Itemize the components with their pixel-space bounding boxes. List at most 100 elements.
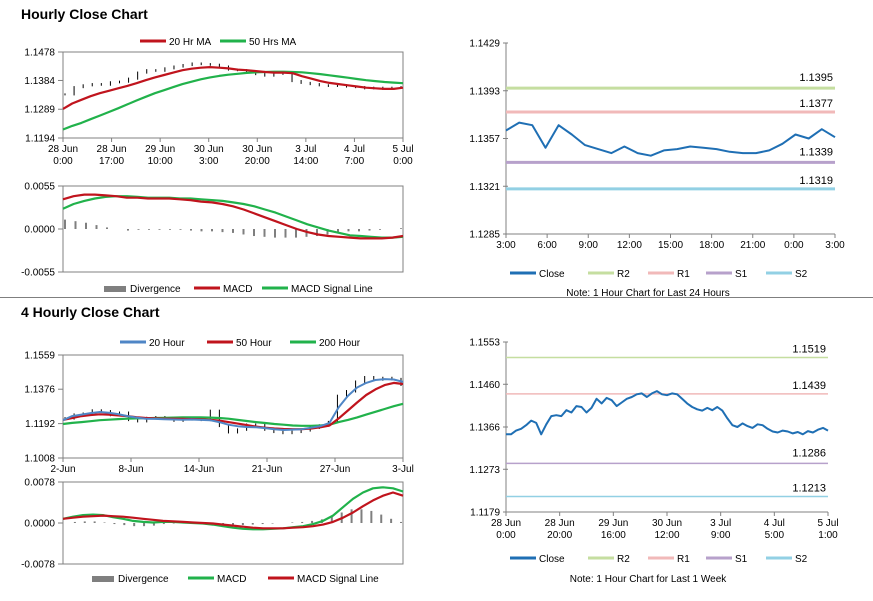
x-tick-label: 15:00 [658, 240, 683, 251]
legend-label: Divergence [118, 574, 169, 585]
y-tick-label: 1.1289 [24, 105, 55, 116]
x-tick-label: 9:00 [579, 240, 599, 251]
ma50-line [62, 381, 404, 431]
ma20-line [62, 378, 404, 431]
x-tick-label: 28 Jun [97, 144, 127, 155]
legend-label: S1 [735, 554, 748, 565]
x-tick-label: 0:00 [496, 530, 516, 541]
x-tick-label: 0:00 [53, 156, 73, 167]
x-tick-label: 17:00 [99, 156, 124, 167]
x-tick-label: 3:00 [199, 156, 219, 167]
pivot-level-label: 1.1519 [792, 343, 826, 355]
x-tick-label: 0:00 [393, 156, 413, 167]
x-tick-label: 14:00 [293, 156, 318, 167]
x-tick-label: 16:00 [601, 530, 626, 541]
y-tick-label: 1.1376 [24, 385, 55, 396]
y-tick-label: 1.1429 [469, 39, 500, 50]
y-tick-label: 1.1559 [24, 351, 55, 362]
x-tick-label: 12:00 [617, 240, 642, 251]
legend-label: 50 Hour [236, 338, 272, 349]
y-tick-label: 1.1285 [469, 230, 500, 241]
pivot-level-label: 1.1377 [799, 98, 833, 110]
x-tick-label: 5 Jul [392, 144, 413, 155]
y-tick-label: 1.1192 [25, 419, 55, 430]
y-tick-label: 1.1460 [469, 380, 500, 391]
y-tick-label: 1.1384 [24, 76, 55, 87]
legend-label: R2 [617, 269, 630, 280]
legend-label: MACD Signal Line [297, 574, 379, 585]
pivot-level-label: 1.1395 [799, 72, 833, 84]
y-tick-label: 1.1194 [25, 134, 55, 145]
section-separator [0, 297, 873, 298]
y-tick-label: 0.0000 [24, 519, 55, 530]
x-tick-label: 9:00 [711, 530, 731, 541]
legend-label: 50 Hrs MA [249, 37, 297, 48]
legend-label: S1 [735, 269, 748, 280]
legend-label: MACD [217, 574, 246, 585]
x-tick-label: 3-Jul [392, 464, 414, 475]
x-tick-label: 7:00 [345, 156, 365, 167]
legend-swatch [92, 576, 114, 582]
y-tick-label: 0.0000 [24, 225, 55, 236]
close-line [505, 121, 836, 157]
x-tick-label: 4 Jul [344, 144, 365, 155]
y-tick-label: 1.1366 [469, 423, 500, 434]
y-tick-label: 0.0055 [24, 182, 55, 193]
legend-label: S2 [795, 554, 808, 565]
ma20-line [62, 65, 404, 110]
x-tick-label: 3 Jul [710, 518, 731, 529]
legend-label: 200 Hour [319, 338, 361, 349]
macd-line [62, 193, 404, 240]
pivot-level-label: 1.1339 [799, 146, 833, 158]
close-line [506, 390, 829, 436]
pivot-level-label: 1.1319 [799, 175, 833, 187]
y-tick-label: 1.1273 [469, 465, 500, 476]
y-tick-label: 1.1393 [469, 86, 500, 97]
x-tick-label: 5:00 [765, 530, 785, 541]
ma50-line [62, 70, 404, 131]
x-tick-label: 18:00 [699, 240, 724, 251]
legend-label: Close [539, 554, 565, 565]
hourly-price-plot [62, 51, 404, 139]
x-tick-label: 30 Jun [194, 144, 224, 155]
y-tick-label: 1.1008 [24, 454, 55, 465]
legend-label: Divergence [130, 284, 181, 295]
x-tick-label: 3:00 [496, 240, 516, 251]
legend-label: MACD Signal Line [291, 284, 373, 295]
y-tick-label: 1.1179 [470, 508, 500, 519]
x-tick-label: 14-Jun [184, 464, 215, 475]
x-tick-label: 30 Jun [652, 518, 682, 529]
y-tick-label: 1.1321 [469, 182, 500, 193]
legend-label: Close [539, 269, 565, 280]
legend-label: S2 [795, 269, 808, 280]
x-tick-label: 27-Jun [320, 464, 351, 475]
y-tick-label: 0.0078 [24, 478, 55, 489]
x-tick-label: 20:00 [245, 156, 270, 167]
x-tick-label: 30 Jun [242, 144, 272, 155]
x-tick-label: 5 Jul [817, 518, 838, 529]
x-tick-label: 28 Jun [48, 144, 78, 155]
x-tick-label: 28 Jun [491, 518, 521, 529]
x-tick-label: 20:00 [547, 530, 572, 541]
macd-signal-line [62, 491, 404, 530]
x-tick-label: 1:00 [818, 530, 838, 541]
chart-note: Note: 1 Hour Chart for Last 1 Week [570, 574, 728, 585]
chart-note: Note: 1 Hour Chart for Last 24 Hours [566, 288, 729, 299]
legend-label: MACD [223, 284, 252, 295]
y-tick-label: 1.1478 [24, 48, 55, 59]
x-tick-label: 12:00 [654, 530, 679, 541]
x-tick-label: 6:00 [537, 240, 557, 251]
x-tick-label: 21-Jun [252, 464, 283, 475]
legend-label: R1 [677, 269, 690, 280]
legend-label: R2 [617, 554, 630, 565]
y-tick-label: 1.1357 [469, 134, 500, 145]
four-hourly-price-plot [62, 354, 404, 459]
four-hourly-section-title: 4 Hourly Close Chart [21, 304, 160, 320]
macd-line [62, 486, 404, 531]
pivot-level-label: 1.1213 [792, 483, 826, 495]
x-tick-label: 4 Jul [764, 518, 785, 529]
x-tick-label: 2-Jun [50, 464, 75, 475]
x-tick-label: 8-Jun [118, 464, 143, 475]
